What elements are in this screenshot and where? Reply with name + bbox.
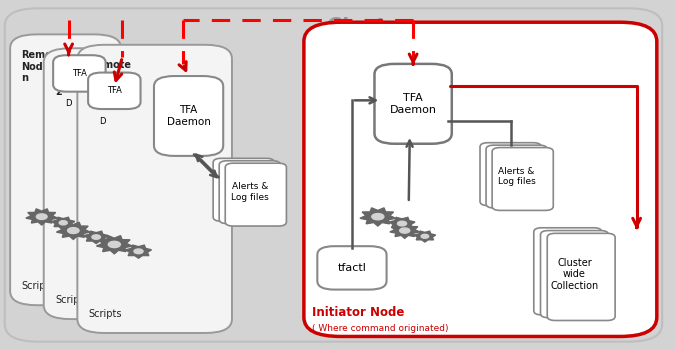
- Polygon shape: [26, 209, 57, 225]
- FancyBboxPatch shape: [154, 76, 223, 156]
- FancyBboxPatch shape: [534, 228, 601, 315]
- Text: TFA: TFA: [72, 69, 87, 78]
- Text: TFA: TFA: [107, 86, 122, 95]
- FancyBboxPatch shape: [219, 161, 280, 224]
- Text: D: D: [65, 99, 72, 108]
- Polygon shape: [389, 217, 415, 230]
- FancyBboxPatch shape: [10, 34, 121, 305]
- Circle shape: [398, 221, 406, 226]
- Circle shape: [36, 214, 47, 219]
- Text: Initiator Node: Initiator Node: [312, 306, 404, 319]
- FancyBboxPatch shape: [304, 22, 657, 336]
- FancyBboxPatch shape: [225, 163, 286, 226]
- FancyBboxPatch shape: [547, 233, 615, 321]
- FancyBboxPatch shape: [44, 48, 155, 319]
- FancyBboxPatch shape: [78, 45, 232, 333]
- FancyBboxPatch shape: [213, 158, 274, 221]
- Text: Remote
Node
2: Remote Node 2: [55, 64, 97, 97]
- FancyBboxPatch shape: [375, 64, 452, 144]
- FancyBboxPatch shape: [317, 246, 387, 289]
- Circle shape: [400, 228, 410, 233]
- Text: D: D: [99, 117, 105, 126]
- Text: Cluster: Cluster: [325, 18, 410, 37]
- Text: ( Where command originated): ( Where command originated): [312, 324, 448, 333]
- Polygon shape: [360, 208, 396, 226]
- Polygon shape: [126, 245, 151, 258]
- Circle shape: [59, 221, 68, 225]
- Polygon shape: [57, 222, 90, 239]
- Polygon shape: [52, 217, 75, 229]
- FancyBboxPatch shape: [480, 143, 541, 205]
- FancyBboxPatch shape: [53, 55, 105, 92]
- Text: Remote
Node
1: Remote Node 1: [89, 61, 131, 93]
- Circle shape: [108, 241, 120, 247]
- Text: tfactl: tfactl: [338, 263, 367, 273]
- Text: Remote
Node
n: Remote Node n: [22, 50, 63, 83]
- FancyBboxPatch shape: [5, 8, 662, 342]
- FancyBboxPatch shape: [492, 148, 554, 210]
- Polygon shape: [390, 223, 420, 238]
- Polygon shape: [97, 236, 132, 254]
- Circle shape: [421, 234, 429, 238]
- Circle shape: [92, 235, 101, 239]
- Circle shape: [134, 249, 143, 254]
- Text: Alerts &
Log files: Alerts & Log files: [497, 167, 535, 186]
- Polygon shape: [84, 231, 109, 244]
- Text: Scripts: Scripts: [89, 309, 122, 319]
- Text: Scripts: Scripts: [55, 295, 88, 305]
- Polygon shape: [414, 231, 435, 242]
- FancyBboxPatch shape: [486, 145, 547, 208]
- Text: Scripts: Scripts: [22, 281, 55, 291]
- Circle shape: [372, 214, 384, 220]
- FancyBboxPatch shape: [88, 72, 140, 109]
- Text: Cluster
wide
Collection: Cluster wide Collection: [550, 258, 599, 291]
- Text: Alerts &
Log files: Alerts & Log files: [231, 182, 269, 202]
- Circle shape: [68, 228, 79, 233]
- Text: TFA
Daemon: TFA Daemon: [389, 93, 437, 114]
- FancyBboxPatch shape: [541, 231, 608, 318]
- Text: TFA
Daemon: TFA Daemon: [167, 105, 211, 127]
